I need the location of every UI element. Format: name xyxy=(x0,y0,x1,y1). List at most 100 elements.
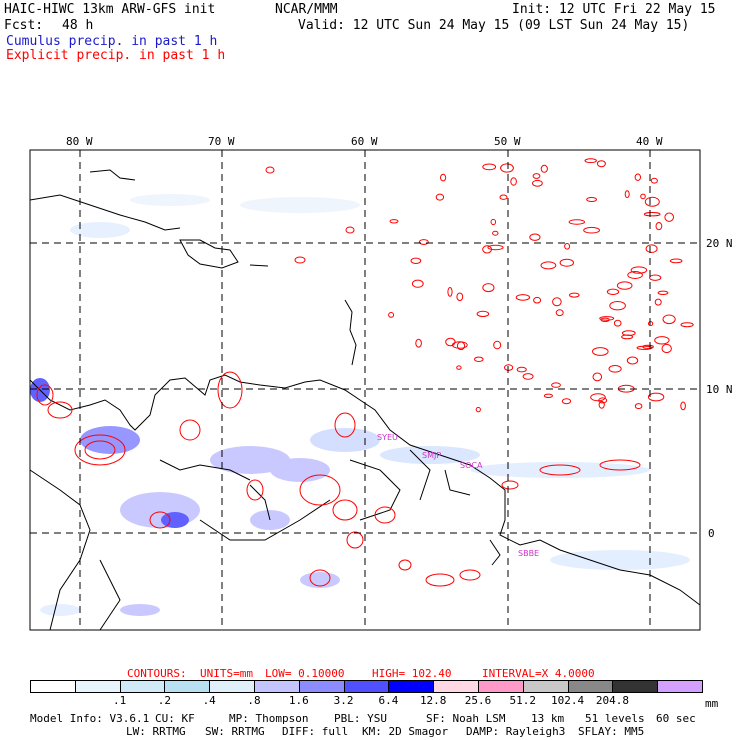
station-soca: SOCA xyxy=(460,461,483,470)
contour-cell xyxy=(590,393,606,402)
colorbar-swatch xyxy=(343,680,390,693)
contour-cell xyxy=(482,163,497,171)
damping-option: DAMP: Rayleigh3 xyxy=(466,725,566,738)
time-step: 60 sec xyxy=(656,712,696,725)
colorbar-swatch xyxy=(298,680,345,693)
contour-cell xyxy=(487,244,504,251)
surface-scheme: SF: Noah LSM xyxy=(426,712,506,725)
colorbar-unit: mm xyxy=(705,697,719,710)
contour-cell xyxy=(500,163,514,173)
contour-cell xyxy=(609,301,626,311)
contour-cell xyxy=(440,173,447,182)
contour-cell xyxy=(642,344,654,349)
contour-cell xyxy=(655,222,663,231)
lat-label-10n: 10 N xyxy=(706,383,733,396)
contour-cell xyxy=(476,310,490,317)
contour-cell xyxy=(596,160,606,168)
contour-cell xyxy=(586,197,597,202)
contour-cell xyxy=(493,340,502,350)
contour-cell xyxy=(510,177,517,186)
model-title: HAIC-HIWC 13km ARW-GFS init xyxy=(4,2,216,17)
station-sbbe: SBBE xyxy=(518,549,539,558)
contour-cell xyxy=(490,218,497,226)
contour-cell xyxy=(411,279,424,288)
contour-cell xyxy=(583,226,600,234)
contour-cell xyxy=(529,233,541,241)
contour-cell xyxy=(624,190,630,199)
contours-interval: INTERVAL=X 4.0000 xyxy=(482,667,595,680)
contour-cell xyxy=(568,219,585,225)
explicit-contours xyxy=(36,166,641,587)
km-option: KM: 2D Smagor xyxy=(362,725,449,738)
contour-cell xyxy=(499,194,508,200)
contour-cell xyxy=(540,164,548,173)
contour-cell xyxy=(492,230,499,236)
contours-high: HIGH= 102.40 xyxy=(372,667,452,680)
cumulus-shading xyxy=(30,194,690,616)
shortwave-scheme: SW: RRTMG xyxy=(205,725,265,738)
init-time: Init: 12 UTC Fri 22 May 15 xyxy=(512,2,716,17)
scattered-contours xyxy=(388,158,694,413)
contour-cell xyxy=(551,382,561,388)
contour-cell xyxy=(515,294,531,301)
contour-cell xyxy=(522,373,534,380)
contour-cell xyxy=(634,173,641,181)
diffusion-option: DIFF: full xyxy=(282,725,349,738)
contour-cell xyxy=(533,296,542,304)
colorbar-swatch xyxy=(164,680,211,693)
colorbar-swatch xyxy=(74,680,121,693)
lon-label-50w: 50 W xyxy=(494,135,521,148)
contour-cell xyxy=(613,319,622,327)
colorbar-label: 204.8 xyxy=(595,694,629,707)
colorbar-swatch xyxy=(612,680,659,693)
cumulus-title: Cumulus precip. in past 1 h xyxy=(6,34,218,49)
contour-cell xyxy=(680,401,686,411)
lon-label-40w: 40 W xyxy=(636,135,663,148)
contours-title: CONTOURS: xyxy=(127,667,187,680)
colorbar-label: 6.4 xyxy=(378,694,399,707)
lon-label-80w: 80 W xyxy=(66,135,93,148)
contour-cell xyxy=(415,338,422,348)
contour-cell xyxy=(482,245,493,254)
colorbar-swatch xyxy=(478,680,524,693)
longwave-scheme: LW: RRTMG xyxy=(126,725,186,738)
colorbar-swatch xyxy=(119,680,166,693)
colorbar-swatch xyxy=(433,680,479,693)
contour-cell xyxy=(482,283,495,293)
contour-cell xyxy=(647,392,665,402)
contour-cell xyxy=(626,356,639,365)
contour-cell xyxy=(504,364,514,371)
contour-cell xyxy=(661,343,672,354)
colorbar-swatch xyxy=(388,680,435,693)
contour-cell xyxy=(650,177,658,184)
station-syeu: SYEU xyxy=(377,433,398,442)
contour-cell xyxy=(654,336,670,345)
contour-cell xyxy=(555,309,564,317)
contour-cell xyxy=(410,257,422,264)
colorbar-label: .4 xyxy=(202,694,216,707)
grid-spacing: 13 km xyxy=(531,712,565,725)
contour-cell xyxy=(680,322,694,328)
contour-cell xyxy=(552,297,562,307)
contours-units: UNITS=mm xyxy=(200,667,253,680)
contour-cell xyxy=(592,372,603,382)
contour-cell xyxy=(598,400,605,409)
contour-cell xyxy=(627,271,643,279)
colorbar-swatch xyxy=(254,680,300,693)
lon-label-60w: 60 W xyxy=(351,135,378,148)
contour-cell xyxy=(616,281,633,290)
contour-cell xyxy=(584,158,597,164)
contour-cell xyxy=(532,173,541,179)
colorbar-label: 102.4 xyxy=(551,694,585,707)
contour-cell xyxy=(640,193,646,200)
colorbar-label: 12.8 xyxy=(419,694,447,707)
contour-cell xyxy=(559,258,574,267)
contour-cell xyxy=(608,365,622,373)
contour-cell xyxy=(516,366,527,373)
contour-cell xyxy=(654,298,662,306)
colorbar-label: .2 xyxy=(157,694,172,707)
colorbar-label: .8 xyxy=(247,694,261,707)
colorbar-label: 3.2 xyxy=(333,694,354,707)
contour-cell xyxy=(664,212,675,222)
contour-cell xyxy=(630,266,648,274)
